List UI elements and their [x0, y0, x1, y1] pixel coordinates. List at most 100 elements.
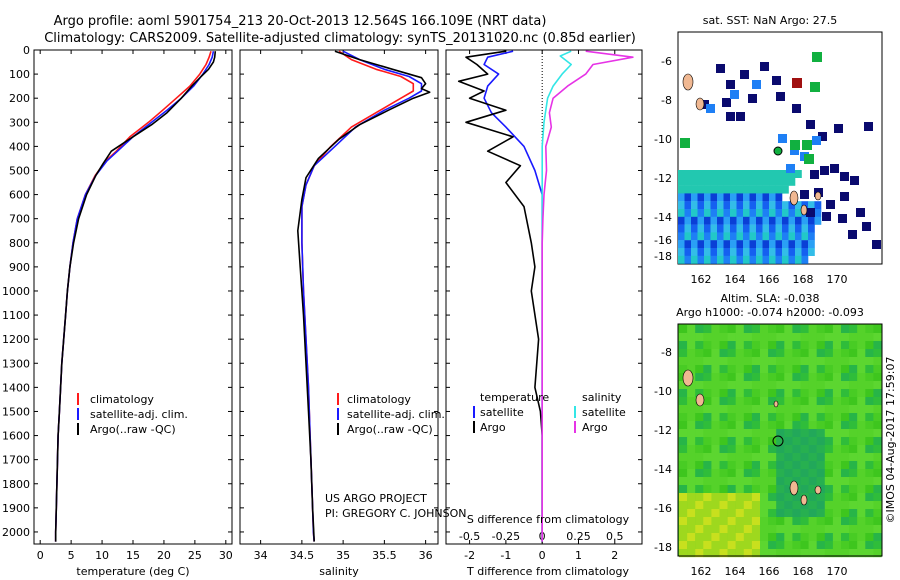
sla-cell: [865, 405, 874, 414]
sst-cell: [840, 192, 849, 201]
sla-cell: [703, 437, 712, 446]
sla-cell: [776, 525, 785, 534]
sst-map-title: sat. SST: NaN Argo: 27.5: [703, 14, 837, 27]
sla-cell: [865, 373, 874, 382]
sla-cell: [768, 365, 777, 374]
sst-cell: [697, 170, 705, 178]
sla-cell: [841, 397, 850, 406]
sla-cell: [743, 437, 753, 446]
sla-cell: [703, 389, 712, 398]
sst-cell: [769, 224, 776, 233]
sla-cell: [800, 373, 809, 382]
sla-cell: [808, 333, 817, 342]
island-shape: [814, 191, 822, 201]
sla-cell: [687, 325, 696, 334]
sla-cell: [727, 549, 736, 558]
sst-cell: [788, 177, 796, 186]
sla-cell: [735, 389, 744, 398]
sla-cell: [865, 325, 874, 334]
sst-cell: [788, 209, 796, 217]
sla-cell: [792, 389, 801, 398]
sla-cell: [760, 381, 769, 390]
sla-cell: [784, 397, 793, 406]
sst-cell: [775, 240, 783, 249]
sst-cell: [806, 120, 815, 129]
sst-cell: [684, 216, 692, 225]
sla-cell: [841, 333, 850, 342]
island-shape: [682, 369, 694, 387]
sla-cell: [751, 349, 761, 358]
sst-cell: [723, 248, 731, 256]
sst-cell: [756, 248, 763, 256]
sla-cell: [824, 349, 834, 358]
sla-cell: [841, 493, 850, 502]
sla-cell: [679, 389, 688, 398]
sst-cell: [749, 170, 757, 178]
sst-cell: [788, 255, 796, 264]
sla-cell: [679, 549, 688, 558]
sla-cell: [743, 421, 753, 430]
sla-cell: [711, 421, 720, 430]
sst-cell: [710, 177, 718, 186]
sla-cell: [751, 525, 761, 534]
sst-cell: [730, 209, 737, 217]
y-tick-label: 100: [9, 68, 30, 81]
sla-cell: [751, 397, 761, 406]
sla-cell: [719, 373, 728, 382]
sla-cell: [768, 421, 777, 430]
sla-cell: [849, 453, 858, 462]
sla-cell: [679, 397, 688, 406]
x-tick-label: 2: [611, 549, 618, 562]
s-diff-tick-label: 0.25: [566, 530, 591, 543]
sla-map: [677, 323, 883, 558]
sst-cell: [722, 98, 731, 107]
sla-cell: [784, 469, 793, 478]
sst-cell: [704, 170, 711, 178]
sst-cell: [872, 240, 881, 249]
sla-cell: [679, 501, 688, 510]
lon-tick: 164: [725, 273, 746, 286]
sla-cell: [800, 333, 809, 342]
sst-cell: [678, 232, 685, 241]
sst-cell: [736, 170, 744, 178]
sst-cell: [691, 240, 698, 249]
sst-cell: [769, 216, 776, 225]
sst-cell: [795, 224, 802, 233]
sst-cell: [769, 232, 776, 241]
sla-cell: [873, 525, 882, 534]
sla-cell: [703, 461, 712, 470]
sla-cell: [760, 461, 769, 470]
sla-cell: [679, 429, 688, 438]
sla-cell: [760, 509, 769, 518]
x-tick-label: -1: [500, 549, 511, 562]
island-shape: [695, 393, 705, 407]
sla-cell: [703, 421, 712, 430]
sst-cell: [730, 90, 739, 99]
sla-cell: [727, 341, 736, 350]
sla-cell: [735, 397, 744, 406]
sla-cell: [768, 485, 777, 494]
sla-cell: [832, 453, 842, 462]
series-line-s-satellite: [541, 50, 573, 542]
sst-cell: [801, 224, 809, 233]
sst-cell: [756, 255, 763, 264]
sla-cell: [776, 373, 785, 382]
sla-cell: [808, 357, 817, 366]
temperature-legend: climatology satellite-adj. clim. Argo(..…: [77, 393, 188, 436]
sla-cell: [800, 509, 809, 518]
sla-cell: [816, 397, 825, 406]
sla-cell: [865, 341, 874, 350]
sla-cell: [873, 517, 882, 526]
sla-cell: [849, 485, 858, 494]
lon-tick: 168: [793, 565, 814, 578]
sla-cell: [873, 461, 882, 470]
sla-cell: [824, 421, 834, 430]
sla-cell: [832, 477, 842, 486]
sst-cell: [788, 216, 796, 225]
sla-cell: [743, 477, 753, 486]
sla-cell: [695, 405, 704, 414]
sla-cell: [679, 437, 688, 446]
sla-cell: [776, 453, 785, 462]
sla-cell: [800, 357, 809, 366]
sla-cell: [857, 429, 866, 438]
